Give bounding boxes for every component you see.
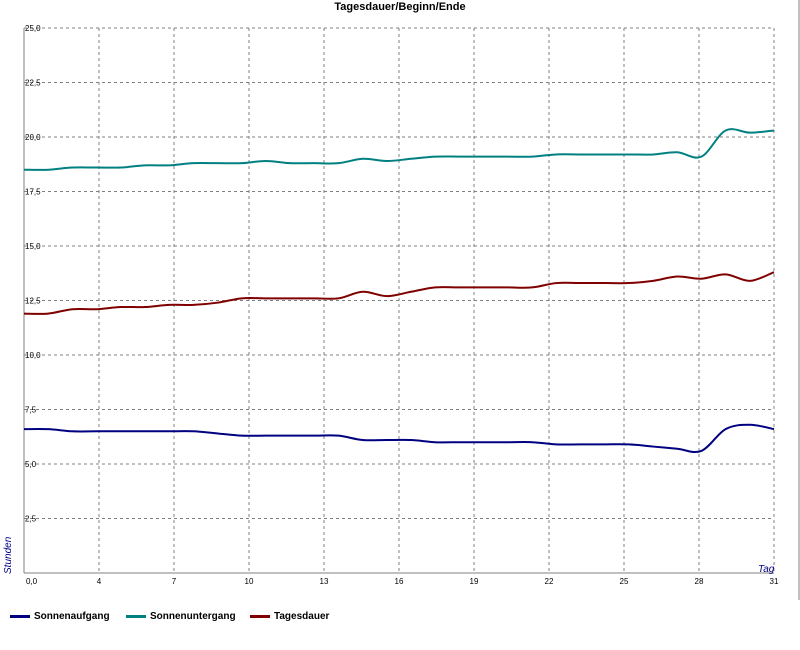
tick-labels: 0,0 4 7 10 13 16 19 22 25 28 31 2,5 5,0 7,5 10,0 12,5 15… [25, 24, 779, 586]
grid [24, 27, 775, 573]
legend-swatch [10, 615, 30, 618]
x-tick-label: 25 [620, 577, 629, 586]
y-tick-label: 15,0 [25, 242, 41, 251]
line-chart: 0,0 4 7 10 13 16 19 22 25 28 31 2,5 5,0 7,5 10,0 12,5 15… [3, 24, 779, 586]
x-tick-label: 7 [172, 577, 177, 586]
series-line-sonnenaufgang [23, 423, 775, 454]
legend-label: Sonnenaufgang [34, 611, 110, 622]
x-tick-label: 13 [320, 577, 329, 586]
x-tick-label: 31 [770, 577, 779, 586]
legend-swatch [250, 615, 270, 618]
x-tick-label: 19 [470, 577, 479, 586]
y-tick-label: 20,0 [25, 133, 41, 142]
y-tick-label: 2,5 [25, 515, 37, 524]
legend-swatch [126, 615, 146, 618]
legend-item-sonnenaufgang: Sonnenaufgang [10, 611, 110, 622]
series-line-sonnenuntergang [23, 128, 775, 171]
legend-label: Tagesdauer [274, 611, 330, 622]
y-tick-label: 7,5 [25, 406, 37, 415]
legend-item-tagesdauer: Tagesdauer [250, 611, 329, 622]
y-tick-label: 17,5 [25, 188, 41, 197]
chart-title: Tagesdauer/Beginn/Ende [334, 1, 466, 13]
x-tick-label: 10 [245, 577, 254, 586]
series-lines [23, 128, 775, 454]
x-tick-label: 22 [545, 577, 554, 586]
y-tick-label: 10,0 [25, 351, 41, 360]
x-tick-label: 28 [695, 577, 704, 586]
legend-label: Sonnenuntergang [150, 611, 236, 622]
x-axis-label: Tag [758, 564, 775, 575]
y-tick-label: 12,5 [25, 297, 41, 306]
series-line-tagesdauer [23, 271, 775, 315]
x-tick-label: 16 [395, 577, 404, 586]
legend-item-sonnenuntergang: Sonnenuntergang [126, 611, 236, 622]
x-tick-label: 4 [97, 577, 102, 586]
y-tick-label: 5,0 [25, 460, 37, 469]
x-tick-label: 0,0 [26, 577, 38, 586]
y-axis-label: Stunden [3, 536, 14, 574]
y-tick-label: 22,5 [25, 79, 41, 88]
panel-edge [798, 0, 800, 600]
axes [23, 28, 774, 574]
y-tick-label: 25,0 [25, 24, 41, 33]
